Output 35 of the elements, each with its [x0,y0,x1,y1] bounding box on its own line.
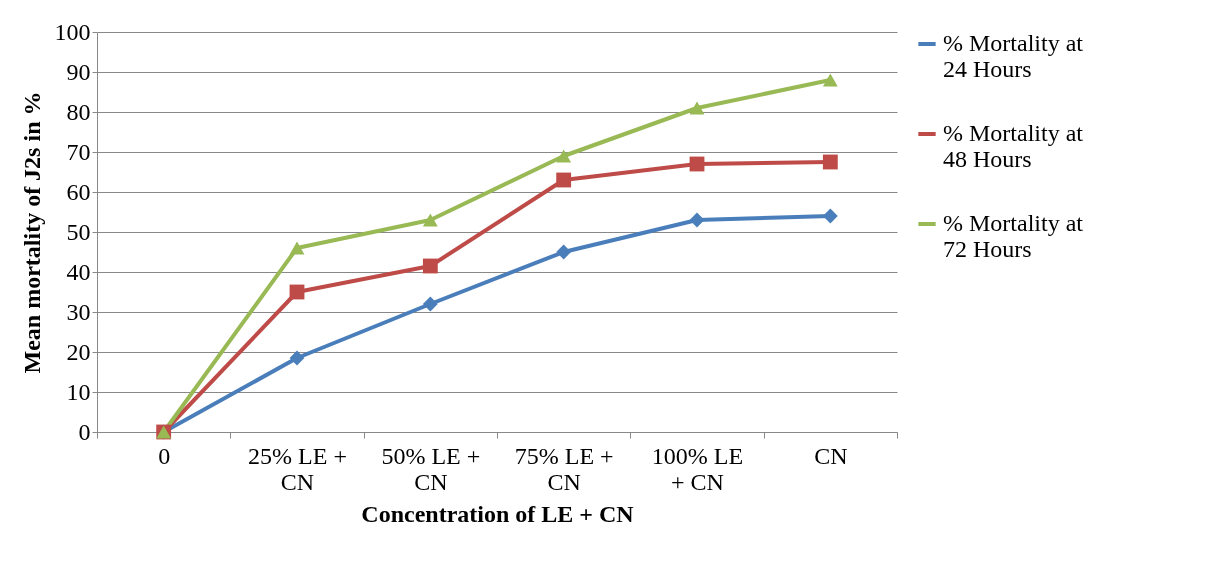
point [422,258,438,274]
x-axis-title: Concentration of LE + CN [361,500,635,527]
point [556,149,572,163]
point [689,101,705,115]
point [556,172,572,188]
point [422,296,438,312]
point [822,208,838,224]
y-tick-label: 60 [66,178,91,205]
y-tick-label: 50 [66,218,91,245]
y-tick-label: 70 [66,138,91,165]
point [689,212,705,228]
point [422,213,438,227]
x-tick-label: 50% LE + CN [381,442,481,495]
point [556,244,572,260]
y-tick-label: 90 [66,58,91,85]
point [289,350,305,366]
legend-label: % Mortality at 24 Hours [943,30,1084,82]
point [289,241,305,255]
legend-label: % Mortality at 48 Hours [943,120,1084,172]
y-tick-label: 100 [54,18,91,45]
point [822,73,838,87]
x-tick-label: 75% LE + CN [514,442,614,495]
y-axis-title: Mean mortality of J2s in % [18,91,45,374]
x-tick-label: 25% LE + CN [248,442,347,495]
y-tick-label: 20 [66,338,91,365]
y-tick-label: 80 [66,98,91,125]
point [822,154,838,170]
y-tick-label: 10 [66,378,91,405]
x-tick-label: 0 [158,442,171,469]
y-tick-label: 30 [66,298,91,325]
y-tick-label: 0 [78,418,91,445]
legend-label: % Mortality at 72 Hours [943,210,1084,262]
y-tick-label: 40 [66,258,91,285]
x-tick-label: CN [814,442,848,469]
x-tick-label: 100% LE + CN [651,442,744,495]
